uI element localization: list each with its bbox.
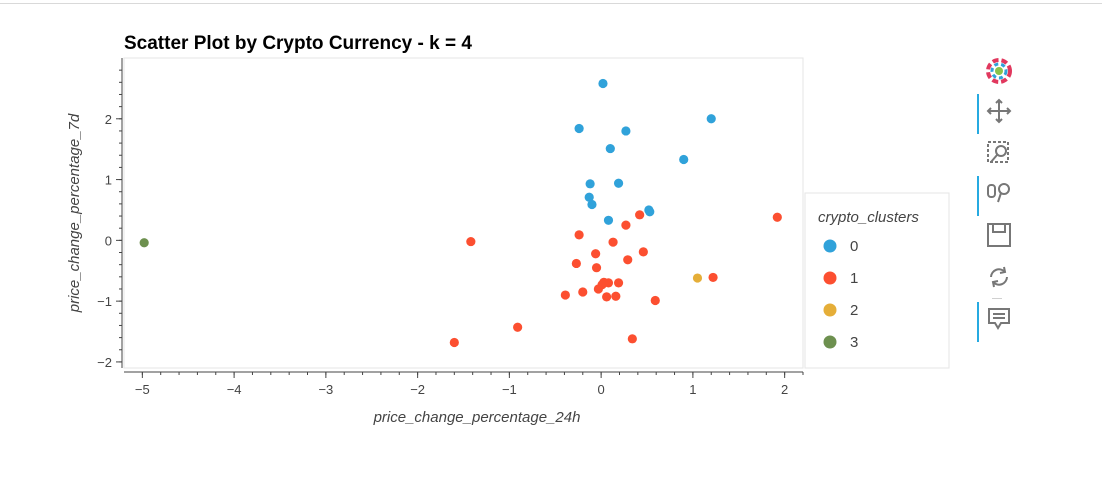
data-point-cluster-1 [571, 258, 581, 269]
data-point-cluster-0 [584, 192, 594, 202]
data-point-cluster-1 [574, 230, 584, 240]
chart-title: Scatter Plot by Crypto Currency - k = 4 [124, 33, 472, 54]
data-point-cluster-2 [692, 273, 703, 283]
x-axis-label: price_change_percentage_24h [373, 409, 581, 426]
data-points [139, 78, 782, 348]
data-point-cluster-1 [650, 295, 660, 306]
legend-title: crypto_clusters [818, 209, 919, 226]
y-axis-label: price_change_percentage_7d [66, 113, 83, 313]
data-point-cluster-1 [578, 287, 588, 297]
data-point-cluster-1 [513, 322, 523, 332]
data-point-cluster-1 [593, 284, 603, 294]
y-tick-label: 0 [105, 233, 112, 248]
data-point-cluster-1 [635, 210, 645, 220]
x-tick-label: −2 [410, 382, 425, 397]
data-point-cluster-0 [603, 215, 614, 225]
legend-swatch-0 [823, 239, 837, 253]
data-point-cluster-3 [139, 238, 149, 248]
plot-area [123, 57, 804, 369]
data-point-cluster-1 [449, 337, 459, 348]
y-axis: −2 −1 0 1 2 [97, 58, 123, 370]
data-point-cluster-1 [621, 220, 631, 230]
save-icon[interactable] [980, 218, 1016, 252]
legend-label-0: 0 [850, 238, 858, 255]
legend-label-2: 2 [850, 302, 858, 319]
data-point-cluster-0 [598, 78, 608, 89]
legend-swatch-2 [823, 303, 837, 317]
data-point-cluster-0 [679, 154, 689, 165]
data-point-cluster-0 [621, 126, 631, 136]
legend-label-3: 3 [850, 334, 858, 351]
data-point-cluster-0 [613, 178, 624, 188]
hover-tool-icon[interactable] [977, 302, 1016, 342]
y-tick-label: 2 [105, 112, 112, 127]
data-point-cluster-1 [466, 236, 476, 247]
x-axis: −5 −4 −3 −2 −1 0 1 2 [124, 371, 804, 397]
data-point-cluster-1 [708, 272, 718, 283]
y-tick-label: 1 [105, 173, 112, 188]
legend: crypto_clusters 0 1 2 3 [804, 192, 950, 369]
data-point-cluster-1 [611, 291, 621, 301]
data-point-cluster-1 [560, 290, 570, 300]
data-point-cluster-0 [587, 199, 597, 210]
data-point-cluster-1 [627, 334, 637, 344]
pan-tool-icon[interactable] [977, 94, 1016, 134]
x-tick-label: 0 [598, 382, 605, 397]
x-tick-label: −5 [135, 382, 150, 397]
data-point-cluster-0 [585, 179, 595, 189]
x-tick-label: −1 [502, 382, 517, 397]
legend-swatch-1 [823, 271, 837, 285]
wheel-zoom-icon[interactable] [977, 176, 1016, 216]
x-tick-label: −3 [318, 382, 333, 397]
top-divider [0, 3, 1102, 4]
plot-toolbar [972, 52, 1022, 352]
data-point-cluster-0 [574, 123, 584, 134]
legend-label-1: 1 [850, 270, 858, 287]
y-tick-label: −2 [97, 355, 112, 370]
data-point-cluster-1 [602, 292, 612, 302]
data-point-cluster-0 [605, 143, 615, 154]
bokeh-logo-icon[interactable] [980, 54, 1016, 88]
x-tick-label: 2 [781, 382, 788, 397]
legend-swatch-3 [823, 335, 837, 349]
data-point-cluster-1 [638, 247, 648, 257]
data-point-cluster-1 [591, 249, 601, 259]
data-point-cluster-1 [591, 263, 602, 273]
x-tick-label: −4 [227, 382, 242, 397]
y-tick-label: −1 [97, 294, 112, 309]
data-point-cluster-1 [772, 212, 782, 222]
reset-icon[interactable] [980, 260, 1016, 294]
data-point-cluster-0 [706, 114, 716, 124]
data-point-cluster-1 [608, 237, 618, 247]
x-tick-label: 1 [689, 382, 696, 397]
toolbar-divider [992, 298, 1002, 299]
box-zoom-icon[interactable] [980, 136, 1016, 170]
data-point-cluster-1 [623, 255, 633, 265]
data-point-cluster-1 [613, 278, 624, 288]
data-point-cluster-0 [645, 207, 655, 217]
